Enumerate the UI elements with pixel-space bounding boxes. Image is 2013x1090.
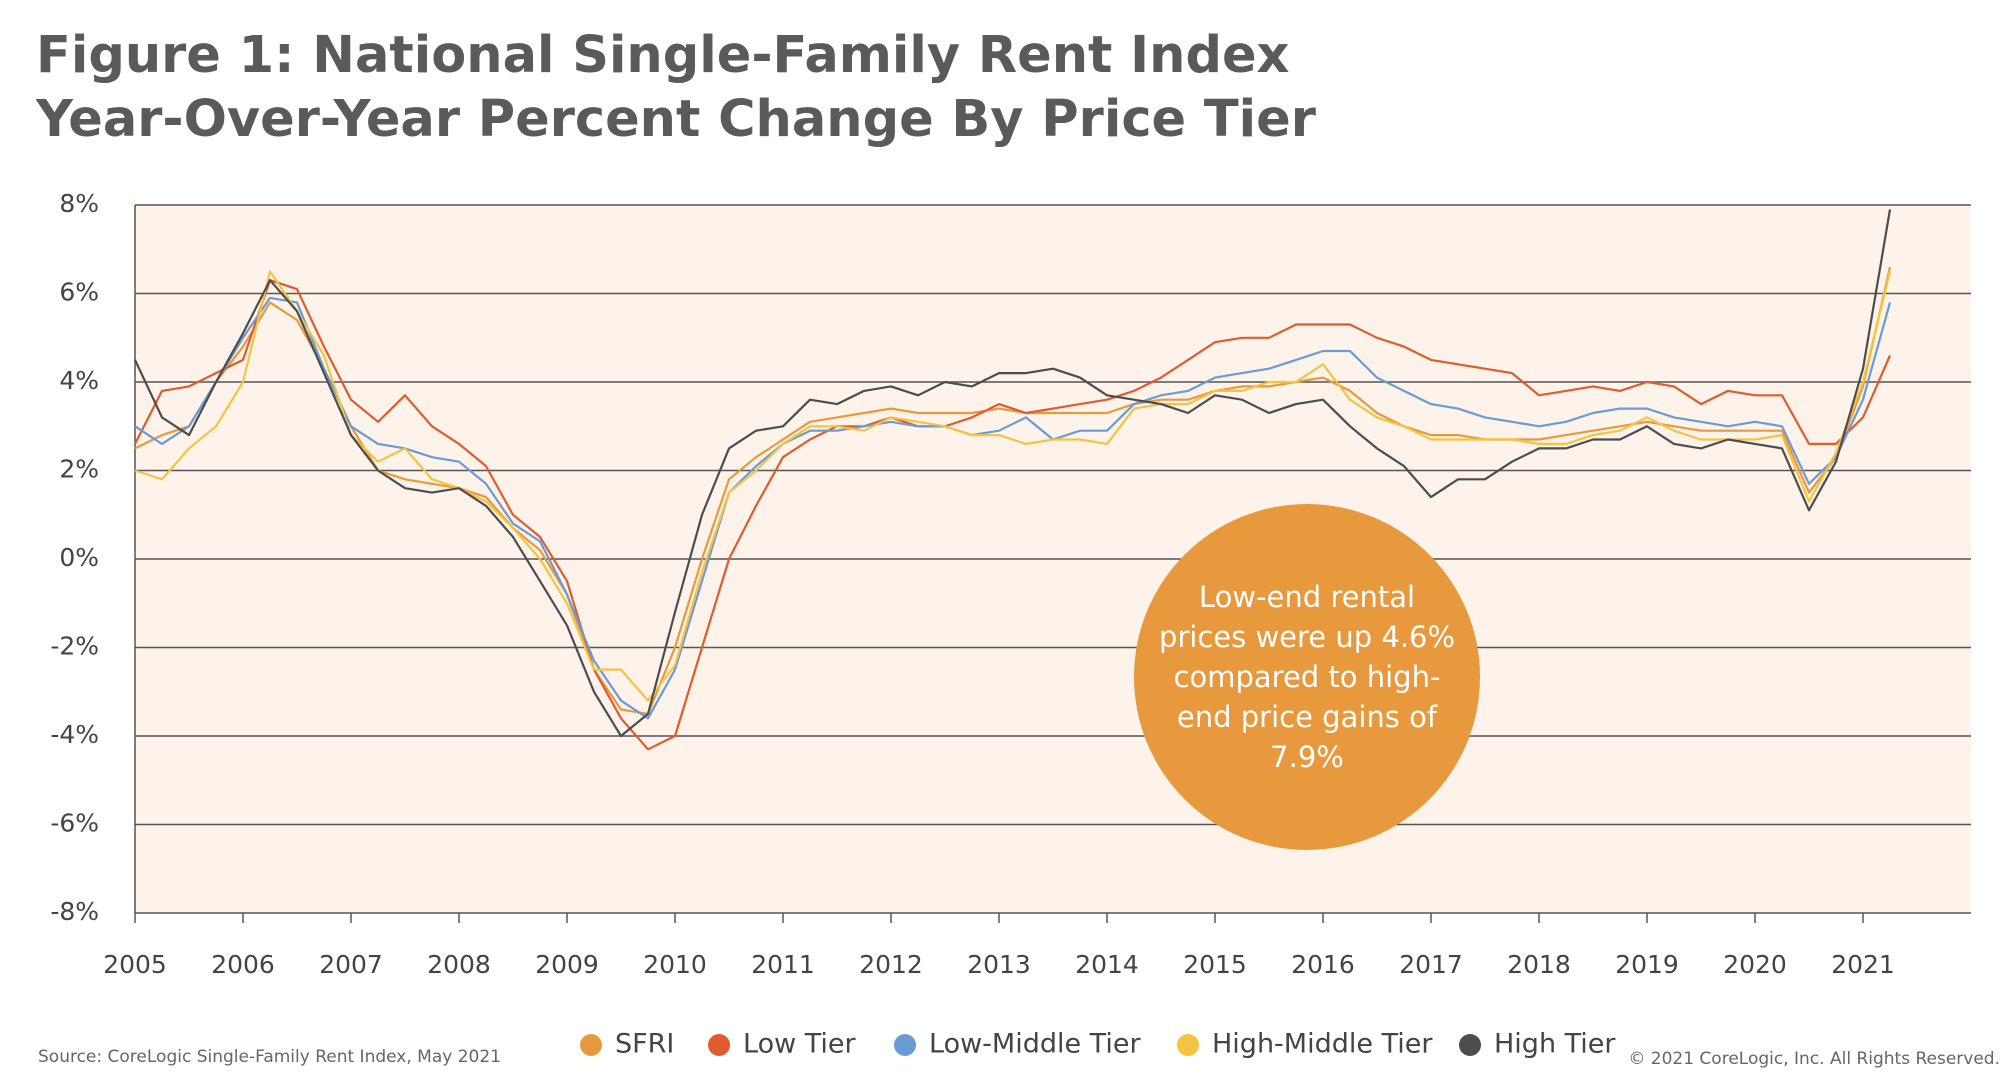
x-tick-label: 2014 [1075, 950, 1139, 979]
x-tick-label: 2011 [751, 950, 815, 979]
x-tick-label: 2012 [859, 950, 923, 979]
y-tick-label: -6% [50, 809, 99, 838]
legend-marker [580, 1034, 602, 1056]
y-tick-label: 2% [59, 455, 99, 484]
x-tick-label: 2013 [967, 950, 1031, 979]
x-tick-label: 2007 [319, 950, 383, 979]
series-line [134, 266, 1892, 715]
x-tick-label: 2021 [1831, 950, 1895, 979]
legend-marker [1177, 1034, 1199, 1056]
y-tick-label: 6% [59, 278, 99, 307]
legend-label: Low-Middle Tier [929, 1029, 1141, 1060]
x-tick-label: 2009 [535, 950, 599, 979]
x-tick-label: 2010 [643, 950, 707, 979]
x-tick-label: 2020 [1723, 950, 1787, 979]
y-tick-label: 0% [59, 543, 99, 572]
series-line [134, 209, 1892, 738]
series-line [134, 270, 1892, 702]
x-tick-label: 2017 [1399, 950, 1463, 979]
series-line [134, 279, 1892, 751]
chart-title: Year-Over-Year Percent Change By Price T… [35, 90, 1316, 149]
y-tick-label: 8% [59, 189, 99, 218]
y-tick-label: -2% [50, 632, 99, 661]
legend-label: Low Tier [743, 1029, 857, 1060]
x-tick-label: 2019 [1615, 950, 1679, 979]
legend-marker [1459, 1034, 1481, 1056]
legend-label: High Tier [1494, 1029, 1616, 1060]
x-tick-label: 2005 [103, 950, 167, 979]
chart-title: Figure 1: National Single-Family Rent In… [36, 26, 1290, 85]
x-tick-label: 2008 [427, 950, 491, 979]
series-line [134, 296, 1892, 720]
x-tick-label: 2018 [1507, 950, 1571, 979]
x-tick-label: 2016 [1291, 950, 1355, 979]
annotation-circle: Low-end rental prices were up 4.6% compa… [1134, 504, 1480, 850]
x-tick-label: 2006 [211, 950, 275, 979]
y-tick-label: -8% [50, 897, 99, 926]
y-tick-label: 4% [59, 366, 99, 395]
legend-marker [708, 1034, 730, 1056]
legend-label: High-Middle Tier [1212, 1029, 1433, 1060]
legend-marker [894, 1034, 916, 1056]
copyright: © 2021 CoreLogic, Inc. All Rights Reserv… [1628, 1049, 2000, 1069]
x-tick-label: 2015 [1183, 950, 1247, 979]
y-tick-label: -4% [50, 720, 99, 749]
legend-label: SFRI [615, 1029, 674, 1060]
source: Source: CoreLogic Single-Family Rent Ind… [38, 1047, 501, 1067]
annotation: Low-end rental prices were up 4.6% compa… [1158, 580, 1456, 774]
